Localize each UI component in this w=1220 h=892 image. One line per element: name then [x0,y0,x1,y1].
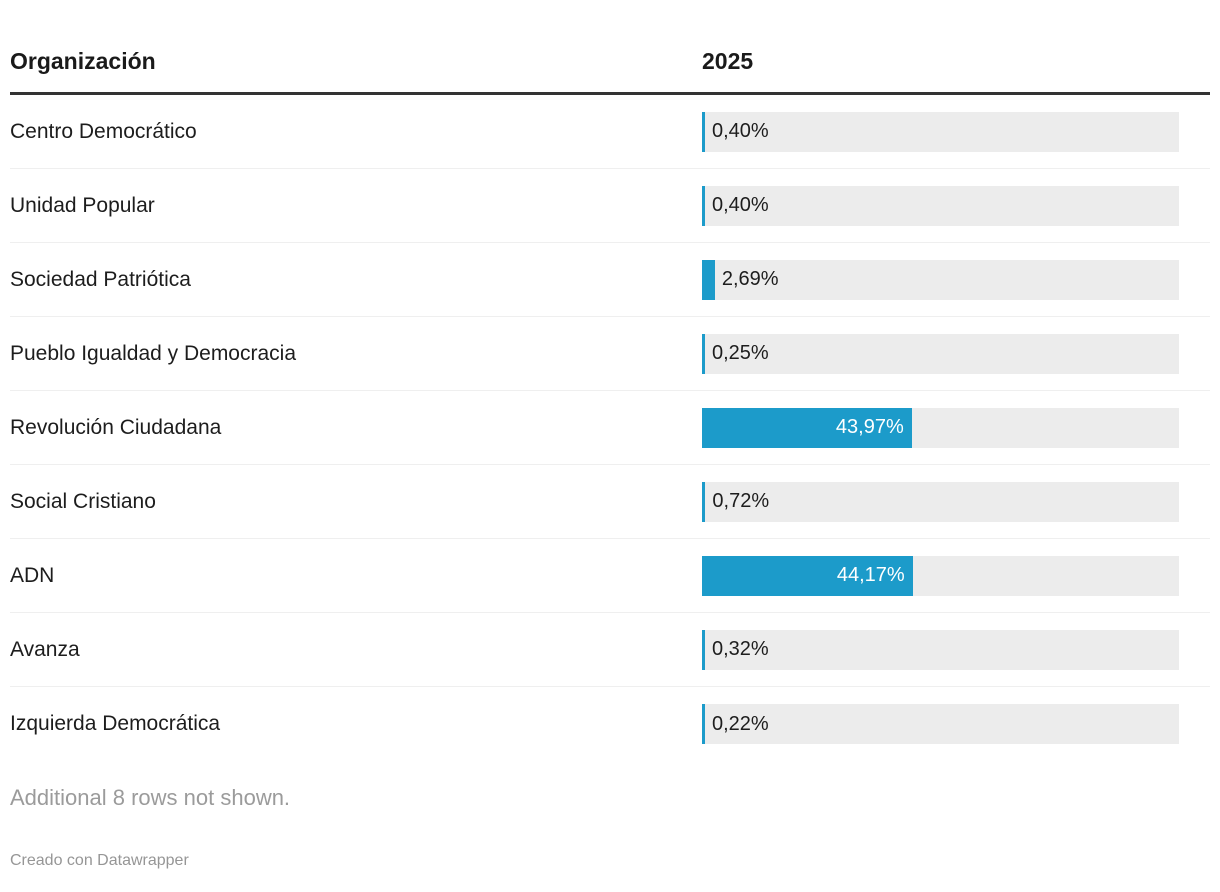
row-label: Social Cristiano [10,489,156,513]
bar-track: 0,25% [702,333,1179,374]
table-body: Centro Democrático 0,40% Unidad Popular … [10,95,1210,761]
table-row: Izquierda Democrática 0,22% [10,687,1210,761]
bar-value: 0,40% [712,120,769,142]
column-header-2025: 2025 [702,48,754,74]
bar-fill: 44,17% [702,555,913,596]
bar-fill [702,259,715,300]
table-row: Sociedad Patriótica 2,69% [10,243,1210,317]
bar-fill [702,481,706,522]
bar-fill [702,629,705,670]
row-label: Sociedad Patriótica [10,267,191,291]
bar-fill [702,704,705,744]
table-row: ADN 44,17% [10,539,1210,613]
bar-track: 0,72% [702,481,1179,522]
row-label: Izquierda Democrática [10,712,221,735]
datawrapper-credit-link[interactable]: Creado con Datawrapper [10,852,189,869]
bar-track: 2,69% [702,259,1179,300]
bar-fill: 43,97% [702,407,912,448]
row-label: Pueblo Igualdad y Democracia [10,341,297,365]
table-row: Revolución Ciudadana 43,97% [10,391,1210,465]
bar-track: 44,17% [702,555,1179,596]
table-row: Pueblo Igualdad y Democracia 0,25% [10,317,1210,391]
row-label: Centro Democrático [10,119,197,143]
bar-fill [702,333,705,374]
bar-track: 43,97% [702,407,1179,448]
bar-track: 0,22% [702,704,1179,744]
bar-value: 0,72% [712,490,770,512]
row-label: Avanza [10,637,80,661]
bar-track: 0,40% [702,185,1179,226]
bar-track: 0,32% [702,629,1179,670]
row-label: Revolución Ciudadana [10,415,222,439]
bar-value: 2,69% [721,268,779,290]
additional-rows-note: Additional 8 rows not shown. [10,785,291,810]
bar-value: 0,22% [712,712,769,735]
bar-track: 0,40% [702,111,1179,152]
table-row: Avanza 0,32% [10,613,1210,687]
bar-fill [702,111,705,152]
bar-value: 44,17% [836,564,905,586]
table-row: Social Cristiano 0,72% [10,465,1210,539]
row-label: Unidad Popular [10,193,155,217]
bar-value: 0,32% [712,638,769,660]
table-row: Centro Democrático 0,40% [10,95,1210,169]
bar-value: 43,97% [835,416,904,438]
table-row: Unidad Popular 0,40% [10,169,1210,243]
bar-value: 0,25% [712,342,769,364]
table-header-row: Organización 2025 [10,46,1210,95]
bar-fill [702,185,705,226]
column-header-organizacion: Organización [10,48,156,74]
bar-value: 0,40% [712,194,769,216]
row-label: ADN [10,563,55,587]
